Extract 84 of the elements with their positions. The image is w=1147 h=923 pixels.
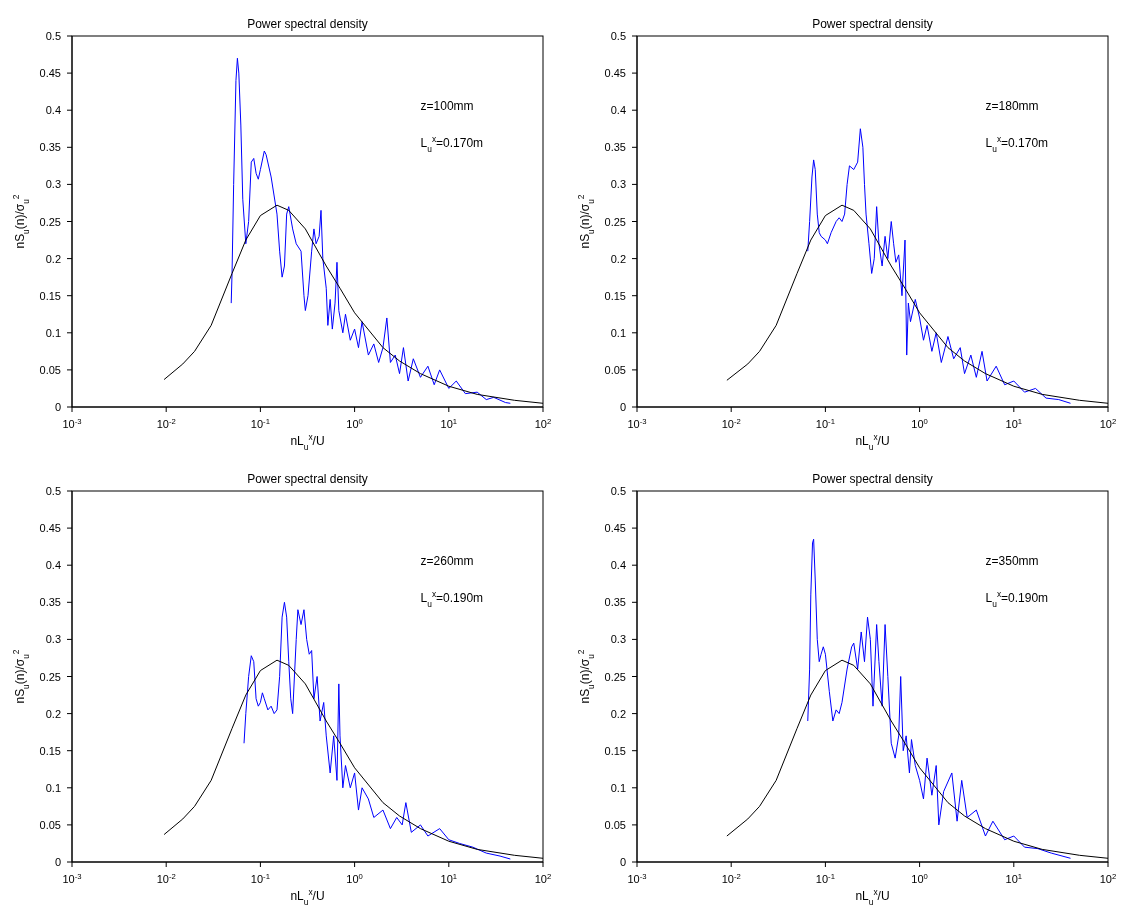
y-tick-label: 0.3 [610, 178, 626, 191]
y-tick-label: 0.2 [610, 707, 626, 720]
y-tick-label: 0.5 [45, 30, 61, 42]
y-tick-label: 0.25 [604, 670, 626, 683]
x-tick-label: 10$^{-3}$ [627, 871, 647, 885]
y-tick-label: 0.25 [39, 215, 61, 228]
x-tick-label: 10$^{0}$ [346, 871, 363, 885]
annotation: L$_{u}$$^{x}$=0.190m [985, 589, 1049, 610]
y-tick-label: 0.25 [604, 215, 626, 228]
y-tick-label: 0.1 [610, 781, 626, 794]
y-tick-label: 0.2 [45, 252, 61, 265]
annotation: L$_{u}$$^{x}$=0.170m [420, 134, 484, 155]
x-tick-label: 10$^{0}$ [346, 416, 363, 430]
x-tick-label: 10$^{-3}$ [62, 871, 82, 885]
x-axis-title: nL$_{u}$$^{x}$/U [855, 432, 890, 452]
y-tick-label: 0.4 [610, 104, 626, 117]
x-tick-label: 10$^{1}$ [1005, 871, 1023, 885]
x-tick-label: 10$^{-1}$ [250, 416, 270, 430]
x-tick-label: 10$^{-2}$ [721, 416, 741, 430]
x-tick-label: 10$^{0}$ [911, 416, 928, 430]
annotation: L$_{u}$$^{x}$=0.170m [985, 134, 1049, 155]
y-tick-label: 0.35 [604, 141, 626, 154]
y-tick-label: 0.45 [39, 522, 61, 535]
annotation: z=180mm [985, 99, 1039, 114]
x-axis-title: nL$_{u}$$^{x}$/U [290, 432, 325, 452]
y-tick-label: 0.35 [39, 596, 61, 609]
x-tick-label: 10$^{-2}$ [721, 871, 741, 885]
annotation: z=100mm [420, 99, 474, 114]
x-tick-label: 10$^{-2}$ [156, 416, 176, 430]
x-tick-label: 10$^{-1}$ [815, 416, 835, 430]
y-tick-label: 0.05 [604, 818, 626, 831]
y-tick-label: 0.3 [610, 633, 626, 646]
y-tick-label: 0.4 [610, 559, 626, 572]
y-tick-label: 0.45 [604, 67, 626, 80]
chart-title: Power spectral density [812, 472, 933, 486]
y-tick-label: 0.4 [45, 104, 61, 117]
y-tick-label: 0 [54, 856, 61, 868]
y-tick-label: 0.5 [610, 485, 626, 497]
y-tick-label: 0.5 [45, 485, 61, 497]
y-tick-label: 0 [619, 856, 626, 868]
x-tick-label: 10$^{-1}$ [250, 871, 270, 885]
y-tick-label: 0.1 [610, 326, 626, 339]
chart-title: Power spectral density [247, 17, 368, 31]
y-tick-label: 0.45 [604, 522, 626, 535]
x-tick-label: 10$^{-3}$ [62, 416, 82, 430]
x-tick-label: 10$^{-1}$ [815, 871, 835, 885]
y-tick-label: 0.1 [45, 781, 61, 794]
y-tick-label: 0.05 [39, 818, 61, 831]
y-tick-label: 0.35 [604, 596, 626, 609]
y-tick-label: 0.1 [45, 326, 61, 339]
x-tick-label: 10$^{2}$ [1099, 871, 1117, 885]
y-tick-label: 0.15 [604, 289, 626, 302]
chart-title: Power spectral density [812, 17, 933, 31]
y-tick-label: 0.4 [45, 559, 61, 572]
y-tick-label: 0.2 [45, 707, 61, 720]
x-axis-title: nL$_{u}$$^{x}$/U [855, 887, 890, 907]
annotation: z=260mm [420, 554, 474, 569]
chart-title: Power spectral density [247, 472, 368, 486]
x-tick-label: 10$^{-3}$ [627, 416, 647, 430]
y-tick-label: 0.3 [45, 178, 61, 191]
y-tick-label: 0 [619, 401, 626, 413]
x-tick-label: 10$^{1}$ [440, 871, 458, 885]
x-tick-label: 10$^{1}$ [1005, 416, 1023, 430]
x-tick-label: 10$^{2}$ [534, 871, 552, 885]
annotation: z=350mm [985, 554, 1039, 569]
x-tick-label: 10$^{2}$ [534, 416, 552, 430]
x-tick-label: 10$^{1}$ [440, 416, 458, 430]
y-tick-label: 0.15 [604, 744, 626, 757]
y-tick-label: 0.15 [39, 744, 61, 757]
x-axis-title: nL$_{u}$$^{x}$/U [290, 887, 325, 907]
y-tick-label: 0.5 [610, 30, 626, 42]
y-tick-label: 0.05 [39, 363, 61, 376]
y-tick-label: 0.2 [610, 252, 626, 265]
y-tick-label: 0.05 [604, 363, 626, 376]
y-tick-label: 0.35 [39, 141, 61, 154]
y-tick-label: 0 [54, 401, 61, 413]
y-tick-label: 0.45 [39, 67, 61, 80]
x-tick-label: 10$^{2}$ [1099, 416, 1117, 430]
y-tick-label: 0.3 [45, 633, 61, 646]
x-tick-label: 10$^{0}$ [911, 871, 928, 885]
y-tick-label: 0.25 [39, 670, 61, 683]
annotation: L$_{u}$$^{x}$=0.190m [420, 589, 484, 610]
x-tick-label: 10$^{-2}$ [156, 871, 176, 885]
y-tick-label: 0.15 [39, 289, 61, 302]
